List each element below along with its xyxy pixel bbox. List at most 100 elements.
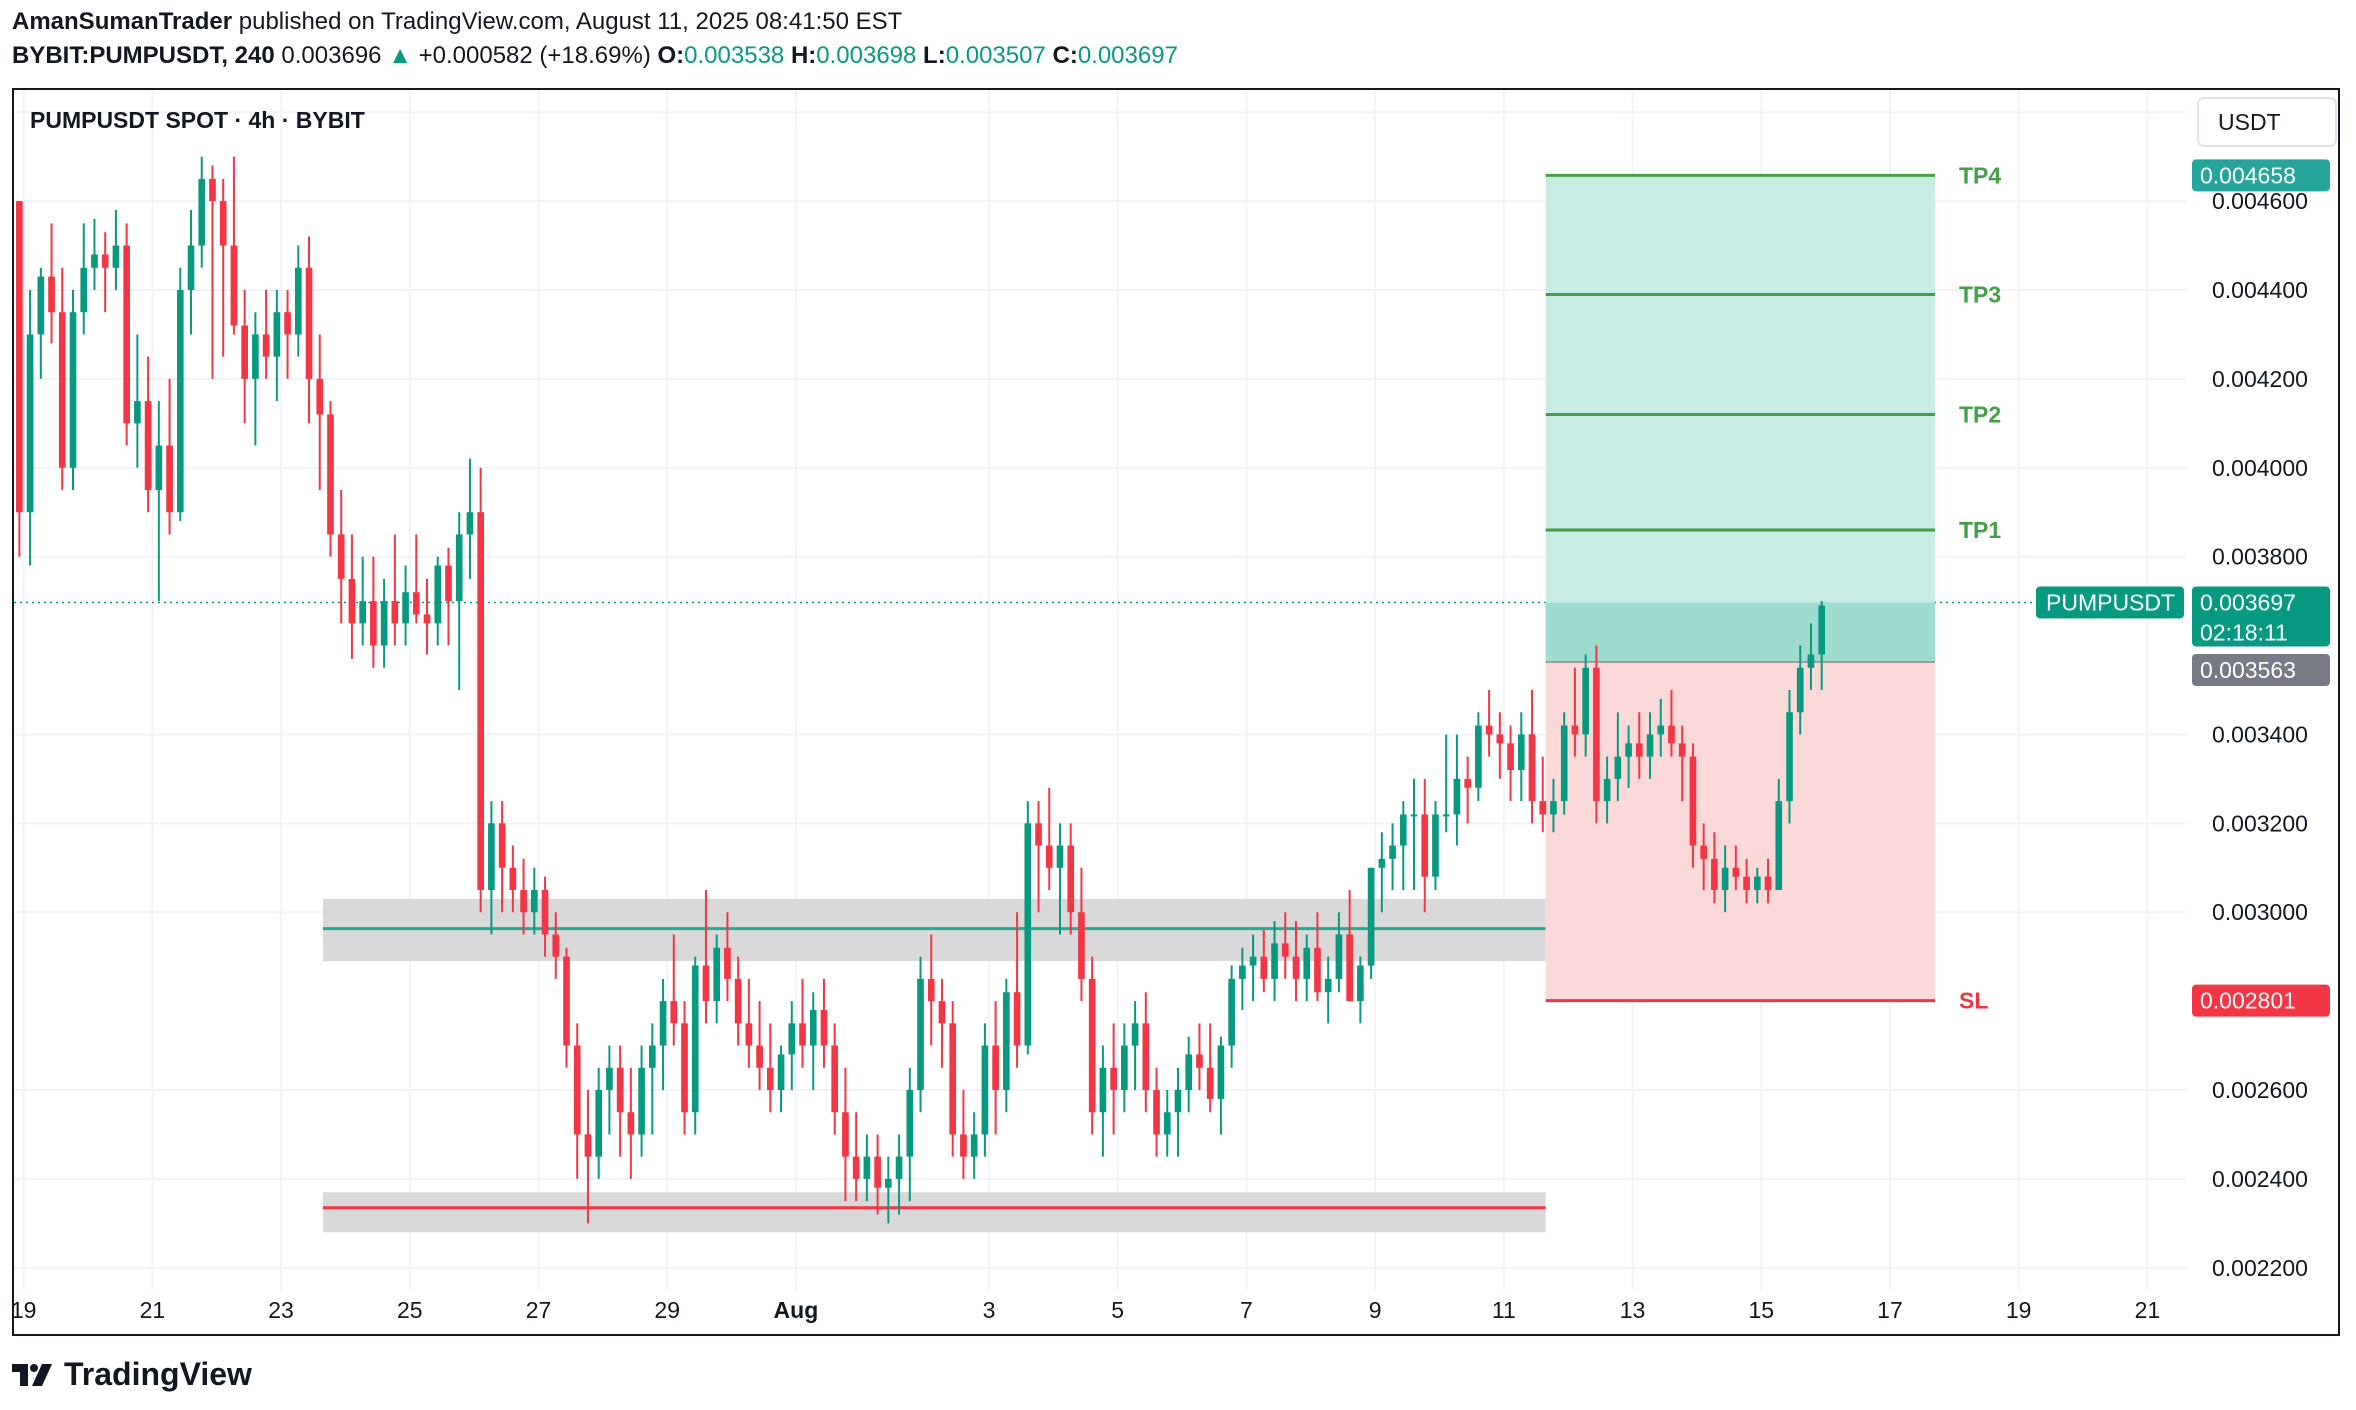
candle-body	[713, 947, 721, 1002]
symbol-badge-bg	[2036, 586, 2184, 619]
candle-body	[209, 178, 216, 202]
candle-body	[455, 534, 463, 602]
candle-body	[1249, 956, 1257, 966]
candle-body	[563, 956, 570, 1046]
candle-body	[1088, 978, 1096, 1113]
candle-body	[1668, 725, 1675, 744]
target-label: TP2	[1959, 401, 2001, 427]
x-tick-label: 25	[397, 1297, 423, 1323]
x-tick-label: 15	[1748, 1297, 1774, 1323]
candle-body	[1357, 965, 1364, 1002]
candle-body	[477, 512, 484, 890]
price-change: +0.000582 (+18.69%)	[418, 42, 651, 69]
candle-body	[1142, 1023, 1150, 1090]
author-name[interactable]: AmanSumanTrader	[12, 8, 233, 35]
y-tick-label: 0.004000	[2212, 455, 2308, 481]
candle-body	[134, 401, 141, 424]
candle-body	[1121, 1045, 1128, 1090]
candle-body	[1721, 867, 1729, 890]
y-tick-label: 0.004200	[2212, 366, 2308, 392]
candle-body	[241, 325, 248, 379]
high-label: H:	[790, 42, 817, 69]
candle-body	[734, 978, 742, 1024]
candle-body	[305, 267, 313, 379]
currency-button[interactable]: USDT	[2197, 97, 2337, 147]
candle-body	[885, 1178, 892, 1188]
candle-body	[1228, 978, 1235, 1046]
candle-body	[1560, 725, 1568, 802]
target-label: TP4	[1959, 162, 2001, 188]
position-tool[interactable]	[1545, 175, 1936, 1001]
candle-body	[745, 1023, 753, 1046]
x-tick-label: Aug	[774, 1297, 819, 1323]
candle-body	[112, 245, 120, 268]
candle-body	[777, 1054, 785, 1090]
candle-body	[970, 1134, 978, 1157]
sl-price-badge: 0.002801	[2200, 988, 2296, 1014]
candle-body	[1593, 667, 1600, 802]
candle-body	[702, 965, 710, 1002]
y-tick-label: 0.002400	[2212, 1166, 2308, 1192]
y-tick-label: 0.003000	[2212, 899, 2308, 925]
candle-body	[316, 378, 324, 415]
tp4-price-badge: 0.004658	[2200, 162, 2296, 188]
candle-body	[520, 890, 527, 913]
candle-body	[1732, 867, 1740, 877]
sl-price-badge-bg	[2192, 984, 2330, 1017]
candle-body	[927, 978, 935, 1002]
candle-body	[166, 445, 173, 513]
open-value: 0.003538	[684, 42, 785, 69]
candle-body	[638, 1067, 645, 1135]
x-tick-label: 19	[2006, 1297, 2032, 1323]
candle-body	[69, 312, 77, 468]
candles	[16, 156, 1826, 1224]
candle-body	[434, 565, 442, 624]
y-tick-label: 0.003800	[2212, 544, 2308, 570]
candle-body	[327, 414, 334, 535]
candle-body	[1335, 934, 1343, 979]
publish-header: AmanSumanTrader published on TradingView…	[12, 8, 902, 36]
candle-body	[1550, 801, 1557, 815]
y-tick-label: 0.002600	[2212, 1077, 2308, 1103]
candle-body	[917, 978, 924, 1090]
candle-body	[1442, 814, 1450, 817]
candle-body	[1239, 965, 1246, 979]
x-tick-label: 17	[1877, 1297, 1903, 1323]
symbol-badge: PUMPUSDT	[2046, 589, 2175, 615]
tradingview-logo[interactable]: TradingView	[12, 1356, 252, 1393]
candle-body	[584, 1134, 592, 1157]
candle-body	[1271, 943, 1278, 979]
candle-body	[370, 601, 377, 646]
candle-body	[123, 245, 130, 424]
x-tick-label: 19	[11, 1297, 37, 1323]
close-label: C:	[1052, 42, 1078, 69]
candle-body	[488, 823, 495, 890]
candle-body	[37, 276, 45, 335]
candle-body	[573, 1045, 581, 1135]
candle-body	[530, 890, 538, 913]
candle-body	[788, 1023, 796, 1055]
candle-body	[48, 276, 55, 313]
brand-name: TradingView	[64, 1356, 252, 1392]
candle-body	[648, 1045, 656, 1068]
y-tick-label: 0.004400	[2212, 277, 2308, 303]
profit-filled-zone	[1545, 602, 1936, 662]
candle-body	[1421, 814, 1429, 877]
time-axis[interactable]: 19 21 23 25 27 29 Aug 3 5 7 9 11 13 15 17 19 21	[11, 1297, 2160, 1323]
candle-body	[176, 290, 184, 513]
x-tick-label: 21	[140, 1297, 166, 1323]
y-tick-label: 0.003200	[2212, 810, 2308, 836]
candle-body	[16, 201, 23, 513]
candle-body	[1196, 1054, 1203, 1068]
zones	[322, 898, 1546, 1233]
last-price-badge: 0.003697	[2200, 589, 2296, 615]
candle-body	[101, 254, 109, 268]
candle-body	[1067, 845, 1075, 913]
candle-body	[1324, 978, 1332, 993]
candle-body	[1753, 876, 1761, 890]
low-label: L:	[923, 42, 946, 69]
candle-body	[809, 1010, 817, 1046]
price-axis[interactable]: 0.0048000.0046000.0044000.0042000.004000…	[2212, 99, 2308, 1281]
candle-body	[1378, 858, 1386, 868]
